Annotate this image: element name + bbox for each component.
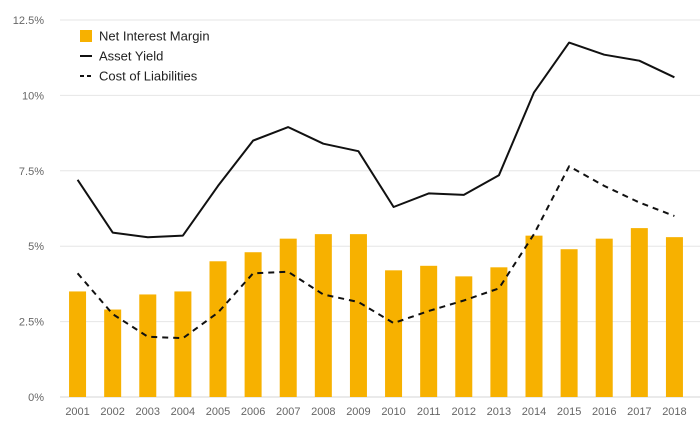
x-tick-label: 2017	[627, 406, 651, 418]
bar	[490, 267, 508, 397]
bar	[349, 234, 367, 397]
bar	[665, 237, 683, 397]
x-tick-label: 2005	[206, 406, 230, 418]
bar	[69, 291, 87, 397]
y-tick-label: 10%	[22, 90, 44, 102]
legend-swatch-bar	[80, 30, 92, 42]
x-tick-label: 2006	[241, 406, 265, 418]
x-tick-label: 2018	[662, 406, 686, 418]
bar	[560, 249, 578, 397]
x-tick-label: 2001	[65, 406, 89, 418]
x-tick-label: 2008	[311, 406, 335, 418]
bar	[525, 235, 543, 397]
x-axis-ticks: 2001 2002 2003 2004 2005 2006 2007 2008 2009 2010…	[65, 406, 686, 418]
legend-item[interactable]: Net Interest Margin	[80, 29, 210, 44]
y-tick-label: 5%	[28, 241, 44, 253]
gridlines	[60, 19, 700, 398]
bar	[595, 238, 613, 397]
legend-label: Cost of Liabilities	[99, 69, 198, 84]
legend-item[interactable]: Cost of Liabilities	[80, 69, 198, 84]
cost-of-liabilities-line	[76, 165, 675, 340]
bar-series-net-interest-margin	[69, 228, 683, 397]
bar	[174, 291, 192, 397]
bar	[420, 265, 438, 397]
bar	[279, 238, 297, 397]
x-tick-label: 2015	[557, 406, 581, 418]
x-tick-label: 2002	[100, 406, 124, 418]
x-tick-label: 2003	[136, 406, 160, 418]
bar	[314, 234, 332, 397]
bar	[385, 270, 403, 397]
x-tick-label: 2013	[487, 406, 511, 418]
x-tick-label: 2007	[276, 406, 300, 418]
x-tick-label: 2011	[417, 406, 441, 418]
y-tick-label: 12.5%	[13, 15, 44, 27]
y-tick-label: 0%	[28, 392, 44, 404]
legend[interactable]: Net Interest Margin Asset Yield Cost of Li…	[80, 29, 210, 84]
y-tick-label: 7.5%	[19, 166, 44, 178]
bar	[630, 228, 648, 397]
bar	[209, 261, 227, 397]
y-axis-ticks: 0% 2.5% 5% 7.5% 10% 12.5%	[13, 15, 44, 404]
x-tick-label: 2004	[171, 406, 195, 418]
x-tick-label: 2014	[522, 406, 546, 418]
x-tick-label: 2010	[381, 406, 405, 418]
bar	[104, 309, 122, 397]
legend-label: Asset Yield	[99, 49, 163, 64]
legend-item[interactable]: Asset Yield	[80, 49, 163, 64]
line-series	[76, 41, 675, 340]
bar	[455, 276, 473, 397]
bar	[244, 252, 262, 397]
legend-label: Net Interest Margin	[99, 29, 210, 44]
x-tick-label: 2012	[452, 406, 476, 418]
x-tick-label: 2009	[346, 406, 370, 418]
x-tick-label: 2016	[592, 406, 616, 418]
asset-yield-line	[76, 41, 675, 239]
bar	[139, 294, 157, 397]
y-tick-label: 2.5%	[19, 317, 44, 329]
